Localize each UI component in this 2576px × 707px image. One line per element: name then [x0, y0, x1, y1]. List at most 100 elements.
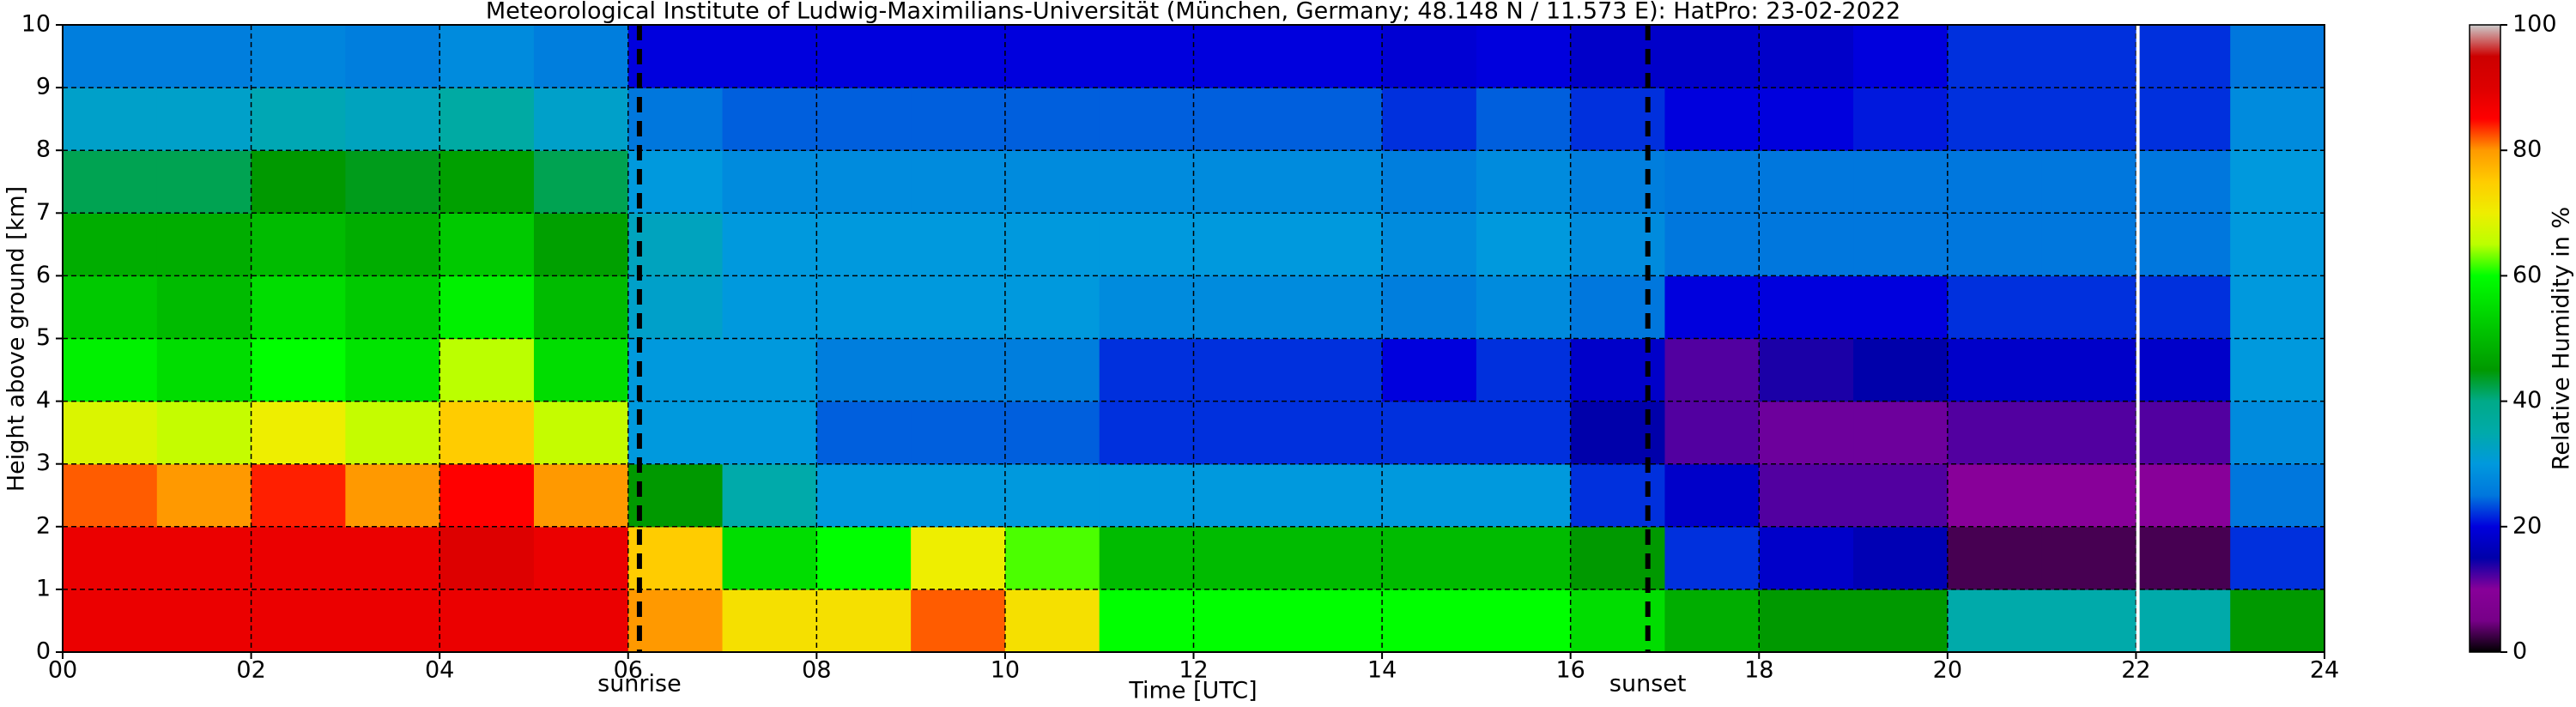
heatmap-cell — [251, 150, 346, 214]
y-tick-label: 7 — [36, 199, 51, 226]
heatmap-cell — [911, 25, 1006, 88]
heatmap-cell — [627, 338, 724, 402]
heatmap-cell — [2136, 150, 2231, 214]
y-tick-label: 2 — [36, 512, 51, 539]
heatmap-cell — [1004, 589, 1100, 653]
heatmap-cell — [2230, 401, 2325, 465]
heatmap-cell — [533, 88, 629, 151]
heatmap-cell — [345, 275, 440, 340]
heatmap-cell — [1947, 88, 2043, 151]
heatmap-cell — [1004, 213, 1100, 276]
heatmap-cell — [1570, 338, 1666, 402]
heatmap-cell — [1099, 463, 1195, 528]
heatmap-cell — [2041, 275, 2137, 340]
heatmap-cell — [1288, 275, 1383, 340]
heatmap-cell — [1476, 526, 1572, 590]
heatmap-cell — [1947, 526, 2043, 590]
heatmap-cell — [911, 150, 1006, 214]
heatmap-cell — [1288, 526, 1383, 590]
y-axis-label: Height above ground [km] — [3, 186, 30, 492]
heatmap-cell — [533, 213, 629, 276]
heatmap-cell — [1570, 401, 1666, 465]
heatmap-cell — [1664, 463, 1760, 528]
heatmap-cell — [1288, 589, 1383, 653]
heatmap-cell — [2136, 463, 2231, 528]
heatmap-cell — [439, 338, 535, 402]
heatmap-cell — [1193, 526, 1288, 590]
y-tick-label: 5 — [36, 324, 51, 351]
heatmap-cell — [439, 25, 535, 88]
heatmap-cell — [1193, 463, 1288, 528]
x-tick-label: 20 — [1933, 657, 1962, 684]
x-tick-label: 18 — [1744, 657, 1773, 684]
heatmap-cell — [251, 463, 346, 528]
colorbar — [2469, 24, 2501, 653]
heatmap-cell — [1853, 275, 1949, 340]
heatmap-cell — [1570, 150, 1666, 214]
y-tick-label: 8 — [36, 136, 51, 163]
colorbar-tick-label: 80 — [2512, 136, 2542, 163]
heatmap-cell — [1004, 401, 1100, 465]
y-tick-label: 3 — [36, 450, 51, 476]
heatmap-cell — [251, 88, 346, 151]
heatmap-cell — [533, 526, 629, 590]
heatmap-cell — [2230, 150, 2325, 214]
x-tick-label: 16 — [1555, 657, 1585, 684]
heatmap-cell — [63, 589, 158, 653]
heatmap-cell — [439, 401, 535, 465]
heatmap-cell — [1476, 25, 1572, 88]
heatmap-cell — [345, 150, 440, 214]
heatmap-cell — [722, 213, 817, 276]
x-tick-label: 04 — [425, 657, 454, 684]
heatmap-cell — [1099, 589, 1195, 653]
x-tick-label: 02 — [236, 657, 265, 684]
heatmap-cell — [2230, 213, 2325, 276]
heatmap-cell — [911, 589, 1006, 653]
y-tick-label: 10 — [21, 11, 51, 38]
heatmap-cell — [1664, 25, 1760, 88]
heatmap-cell — [1476, 589, 1572, 653]
heatmap-cell — [1193, 401, 1288, 465]
heatmap-cell — [2136, 25, 2231, 88]
heatmap-cell — [251, 275, 346, 340]
heatmap-cell — [1947, 25, 2043, 88]
annotation-label: sunrise — [597, 671, 682, 698]
heatmap-cell — [156, 150, 252, 214]
heatmap-cell — [63, 463, 158, 528]
heatmap-cell — [533, 463, 629, 528]
heatmap-cell — [1193, 275, 1288, 340]
x-tick-label: 24 — [2310, 657, 2339, 684]
heatmap-cell — [345, 25, 440, 88]
heatmap-cell — [2230, 526, 2325, 590]
heatmap-cell — [1382, 88, 1477, 151]
heatmap-cell — [1288, 463, 1383, 528]
heatmap-cell — [1099, 275, 1195, 340]
heatmap-cell — [816, 401, 912, 465]
heatmap-cell — [1947, 150, 2043, 214]
chart-title: Meteorological Institute of Ludwig-Maxim… — [486, 0, 1900, 25]
heatmap-cell — [439, 589, 535, 653]
y-tick-label: 0 — [36, 638, 51, 665]
heatmap-cell — [345, 338, 440, 402]
heatmap-cell — [1193, 589, 1288, 653]
heatmap-cell — [627, 25, 724, 88]
heatmap-cell — [439, 213, 535, 276]
heatmap-cell — [2136, 401, 2231, 465]
heatmap-cell — [1004, 275, 1100, 340]
heatmap-cell — [251, 401, 346, 465]
heatmap-cell — [627, 88, 724, 151]
heatmap-cell — [1853, 401, 1949, 465]
heatmap-cell — [1382, 401, 1477, 465]
heatmap-cell — [63, 150, 158, 214]
heatmap-cell — [1664, 213, 1760, 276]
heatmap-cell — [1664, 275, 1760, 340]
heatmap-cell — [1382, 150, 1477, 214]
heatmap-cell — [1099, 401, 1195, 465]
heatmap-cell — [439, 150, 535, 214]
heatmap-cell — [2041, 150, 2137, 214]
heatmap-cell — [2041, 338, 2137, 402]
heatmap-cell — [345, 213, 440, 276]
heatmap-cell — [722, 25, 817, 88]
heatmap-cell — [1853, 88, 1949, 151]
